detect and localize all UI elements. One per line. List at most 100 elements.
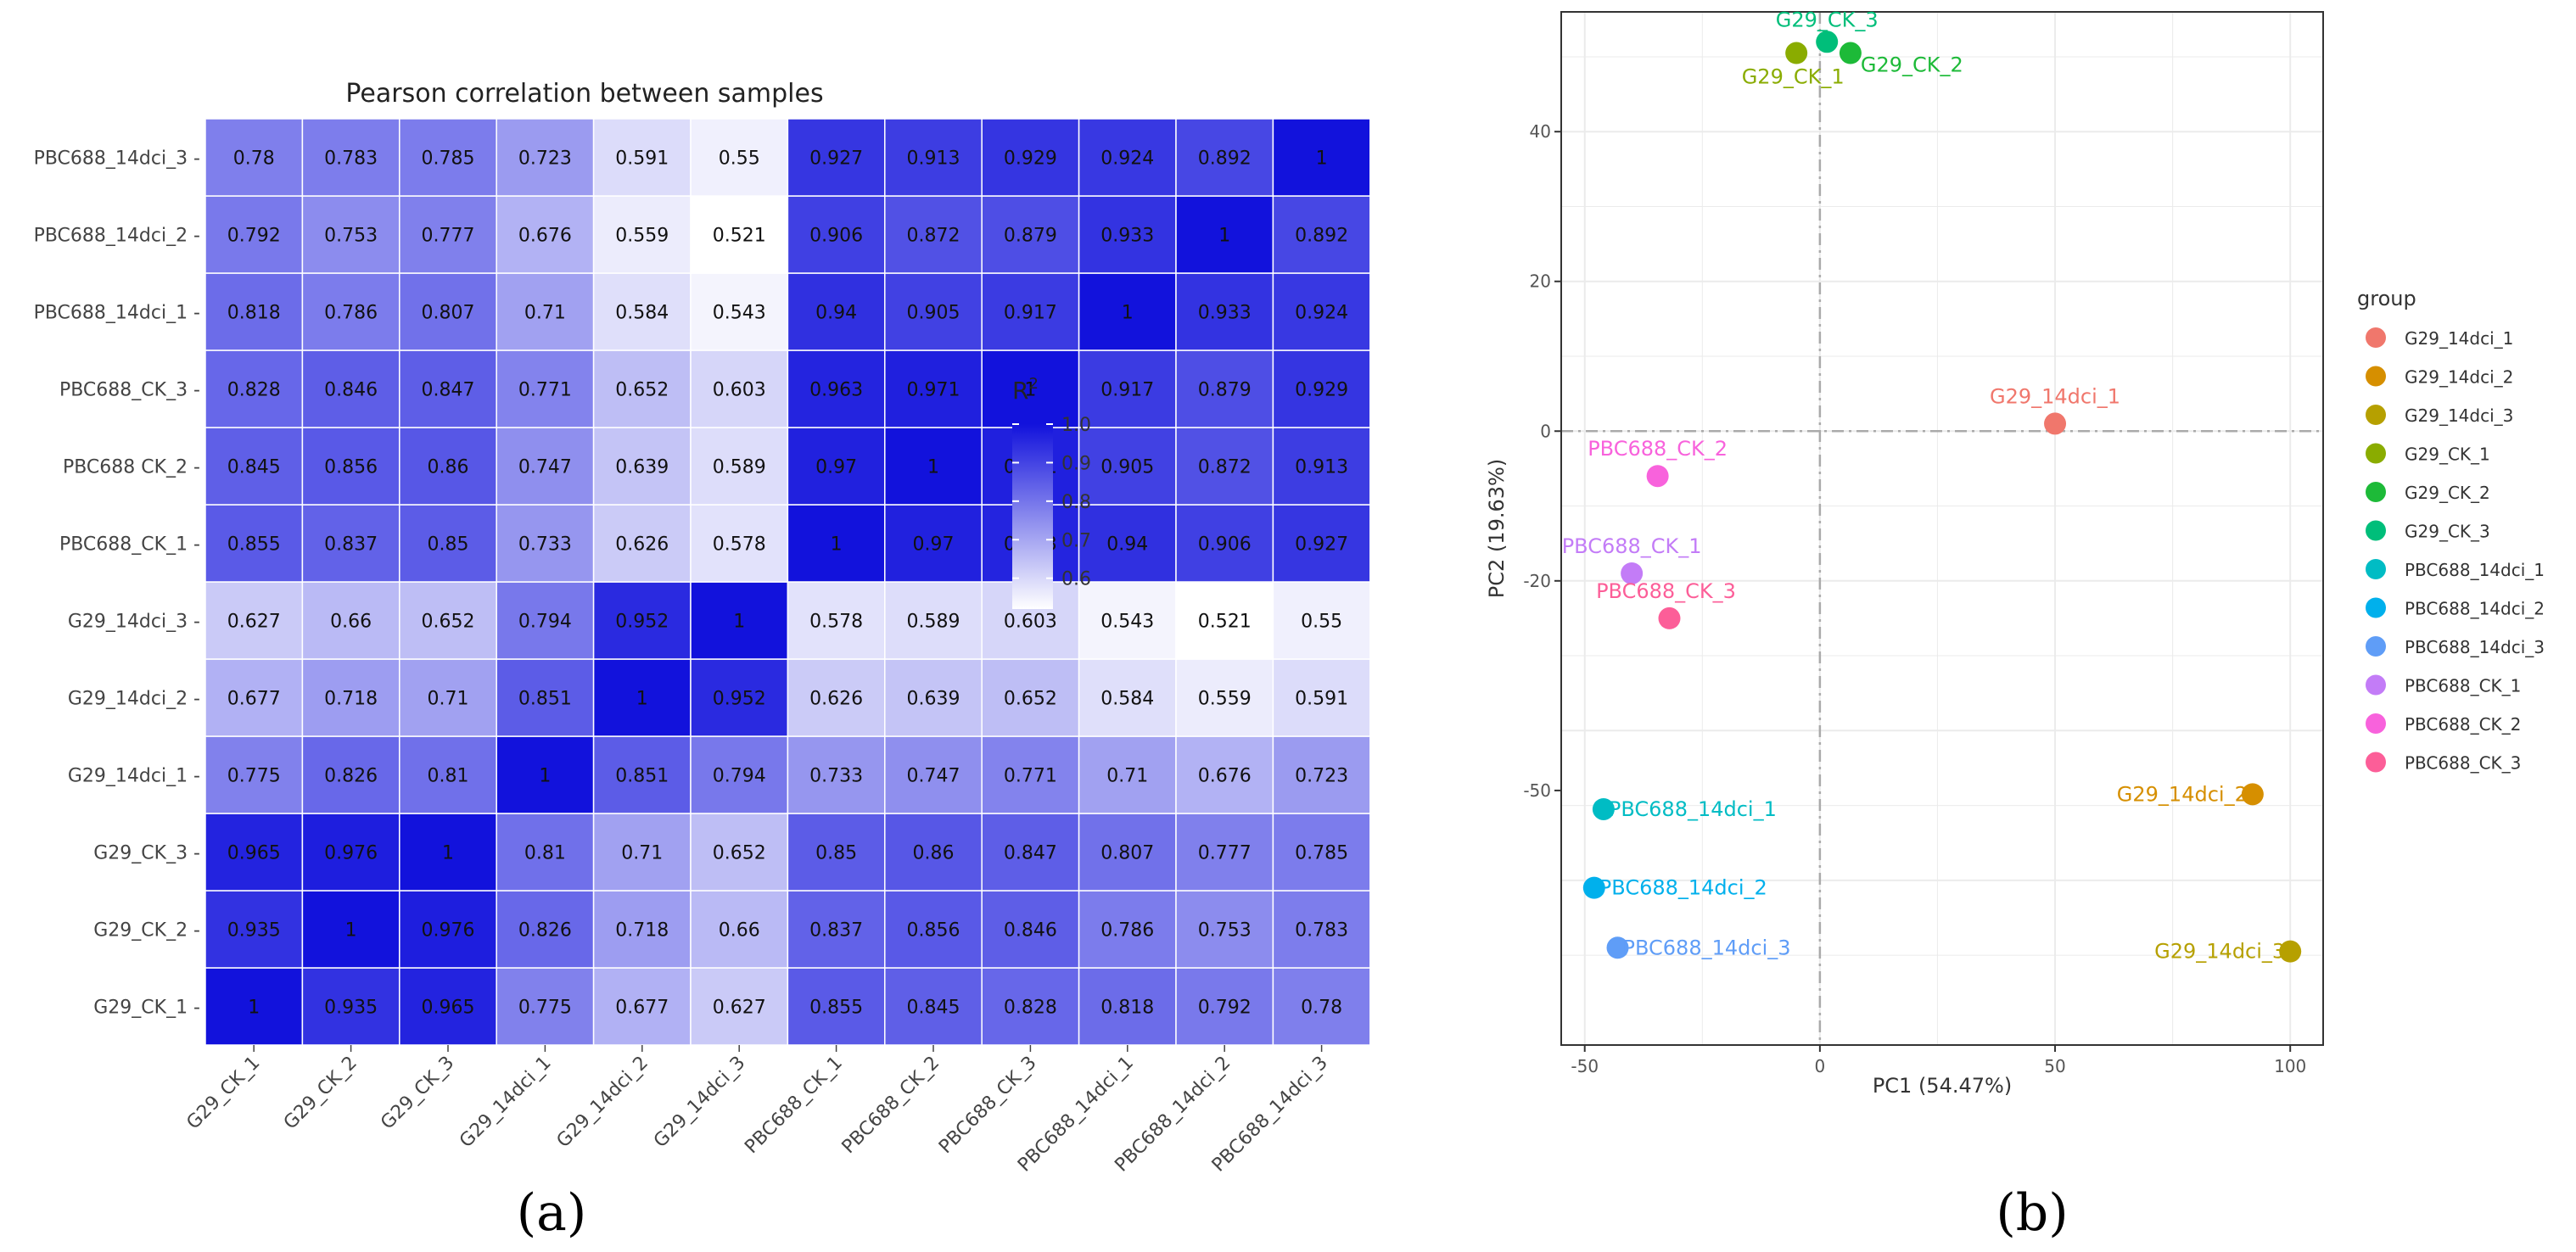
pca-x-axis-label: PC1 (54.47%) (1873, 1074, 2012, 1098)
heatmap-value: 0.828 (227, 380, 281, 401)
pca-legend-label: PBC688_CK_3 (2405, 753, 2521, 774)
heatmap-value: 0.905 (1100, 457, 1154, 478)
heatmap-value: 0.786 (324, 303, 378, 324)
heatmap-cell (884, 890, 983, 969)
heatmap-cell (690, 735, 789, 814)
heatmap-cell (301, 349, 400, 428)
heatmap-value: 0.584 (1100, 689, 1154, 710)
pca-point (1582, 876, 1605, 899)
heatmap-value: 0.94 (1106, 534, 1148, 556)
heatmap-cell (787, 427, 886, 506)
heatmap-cell (1078, 658, 1177, 737)
heatmap-value: 0.652 (1004, 689, 1057, 710)
pca-legend-label: G29_14dci_2 (2405, 367, 2513, 388)
heatmap-cell (592, 735, 692, 814)
heatmap-cell (399, 118, 497, 197)
heatmap-value: 1 (442, 843, 454, 864)
heatmap-value: 0.747 (518, 457, 572, 478)
heatmap-value: 0.652 (713, 843, 766, 864)
heatmap-value: 0.626 (615, 534, 669, 556)
heatmap-value: 0.627 (227, 612, 281, 633)
heatmap-cell (204, 427, 304, 506)
heatmap-value: 0.521 (713, 226, 766, 247)
pca-point (1816, 31, 1839, 53)
heatmap-row-label: G29_14dci_2 - (68, 689, 200, 710)
heatmap-value: 0.872 (907, 226, 960, 247)
heatmap-cell (301, 581, 400, 660)
pca-point-labels: G29_14dci_1 G29_14dci_2 G29_14dci_3 G29_CK_… (1562, 8, 2285, 963)
pca-legend-items: G29_14dci_1 G29_14dci_2 G29_14dci_3 G29_CK_… (2366, 327, 2545, 774)
heatmap-cell (399, 349, 497, 428)
colorbar-tick-label: 0.7 (1061, 530, 1091, 551)
heatmap-cell (204, 349, 304, 428)
pca-point (1621, 562, 1644, 584)
pca-y-ticks: -50 -20 0 20 40 (1523, 121, 1561, 801)
heatmap-cell (1078, 735, 1177, 814)
heatmap-cell (690, 118, 789, 197)
pca-point-label: PBC688_14dci_3 (1623, 936, 1791, 959)
heatmap-value: 0.783 (324, 148, 378, 170)
heatmap-value: 0.905 (907, 303, 960, 324)
heatmap-value: 0.639 (907, 689, 960, 710)
heatmap-value: 0.927 (809, 148, 863, 170)
heatmap-value: 1 (1316, 148, 1328, 170)
heatmap-cell (399, 427, 497, 506)
pca-y-axis-label: PC2 (19.63%) (1485, 459, 1509, 598)
heatmap-cell (1078, 195, 1177, 274)
heatmap-cell (1175, 349, 1274, 428)
heatmap-value: 0.845 (227, 457, 281, 478)
heatmap-value: 0.826 (324, 766, 378, 787)
heatmap-title: Pearson correlation between samples (345, 79, 823, 109)
heatmap-value: 0.846 (324, 380, 378, 401)
pca-legend-label: PBC688_14dci_3 (2405, 637, 2545, 657)
heatmap-value: 0.652 (615, 380, 669, 401)
heatmap-cell (592, 813, 692, 891)
heatmap-cell (690, 967, 789, 1046)
heatmap-value: 1 (831, 534, 843, 556)
heatmap-value: 0.927 (1295, 534, 1348, 556)
heatmap-cell (787, 195, 886, 274)
heatmap-cell (496, 813, 595, 891)
colorbar-tick-label: 1.0 (1061, 415, 1091, 436)
heatmap-cell (981, 658, 1080, 737)
heatmap-row-label: G29_CK_3 - (93, 843, 200, 864)
heatmap-row-label: PBC688_14dci_1 - (34, 303, 200, 324)
heatmap-value: 1 (1024, 380, 1036, 401)
heatmap-value: 0.733 (518, 534, 572, 556)
heatmap-cell (204, 735, 304, 814)
pca-point-label: G29_14dci_1 (1990, 384, 2120, 408)
heatmap-value: 0.543 (1100, 612, 1154, 633)
heatmap-cell (1078, 427, 1177, 506)
heatmap-cell (1272, 427, 1371, 506)
heatmap-row-label: G29_14dci_1 - (68, 766, 200, 787)
heatmap-col-label: G29_14dci_2 (553, 1053, 653, 1153)
colorbar-gradient (1012, 424, 1053, 609)
heatmap-value: 0.71 (428, 689, 469, 710)
heatmap-cell (981, 890, 1080, 969)
heatmap-cell (1078, 272, 1177, 351)
heatmap-cell (1272, 195, 1371, 274)
heatmap-value: 0.521 (1198, 612, 1252, 633)
heatmap-value: 0.97 (913, 534, 955, 556)
heatmap-panel: Pearson correlation between samples 1 0.9… (34, 79, 1371, 1177)
heatmap-cell (301, 272, 400, 351)
heatmap-value-labels: 1 0.935 0.965 0.775 0.677 0.627 0.855 0.845 0.82… (227, 148, 1348, 1019)
heatmap-value: 0.543 (713, 303, 766, 324)
pca-point (1646, 465, 1669, 488)
heatmap-cell (496, 195, 595, 274)
heatmap-value: 0.677 (227, 689, 281, 710)
colorbar-tick-label: 0.9 (1061, 453, 1091, 474)
heatmap-cell (592, 272, 692, 351)
heatmap-col-label: G29_14dci_3 (650, 1053, 750, 1153)
pca-legend-swatch (2366, 520, 2386, 541)
heatmap-cell (787, 118, 886, 197)
heatmap-cell (496, 967, 595, 1046)
heatmap-value: 0.677 (615, 998, 669, 1019)
pca-legend-swatch (2366, 674, 2386, 696)
colorbar-legend: R2 1.0 0.9 0.8 0.7 0.6 (1012, 375, 1091, 609)
heatmap-value: 0.78 (233, 148, 275, 170)
heatmap-cell (1272, 118, 1371, 197)
heatmap-value: 0.603 (1004, 612, 1057, 633)
heatmap-cell (496, 890, 595, 969)
heatmap-value: 0.55 (719, 148, 760, 170)
